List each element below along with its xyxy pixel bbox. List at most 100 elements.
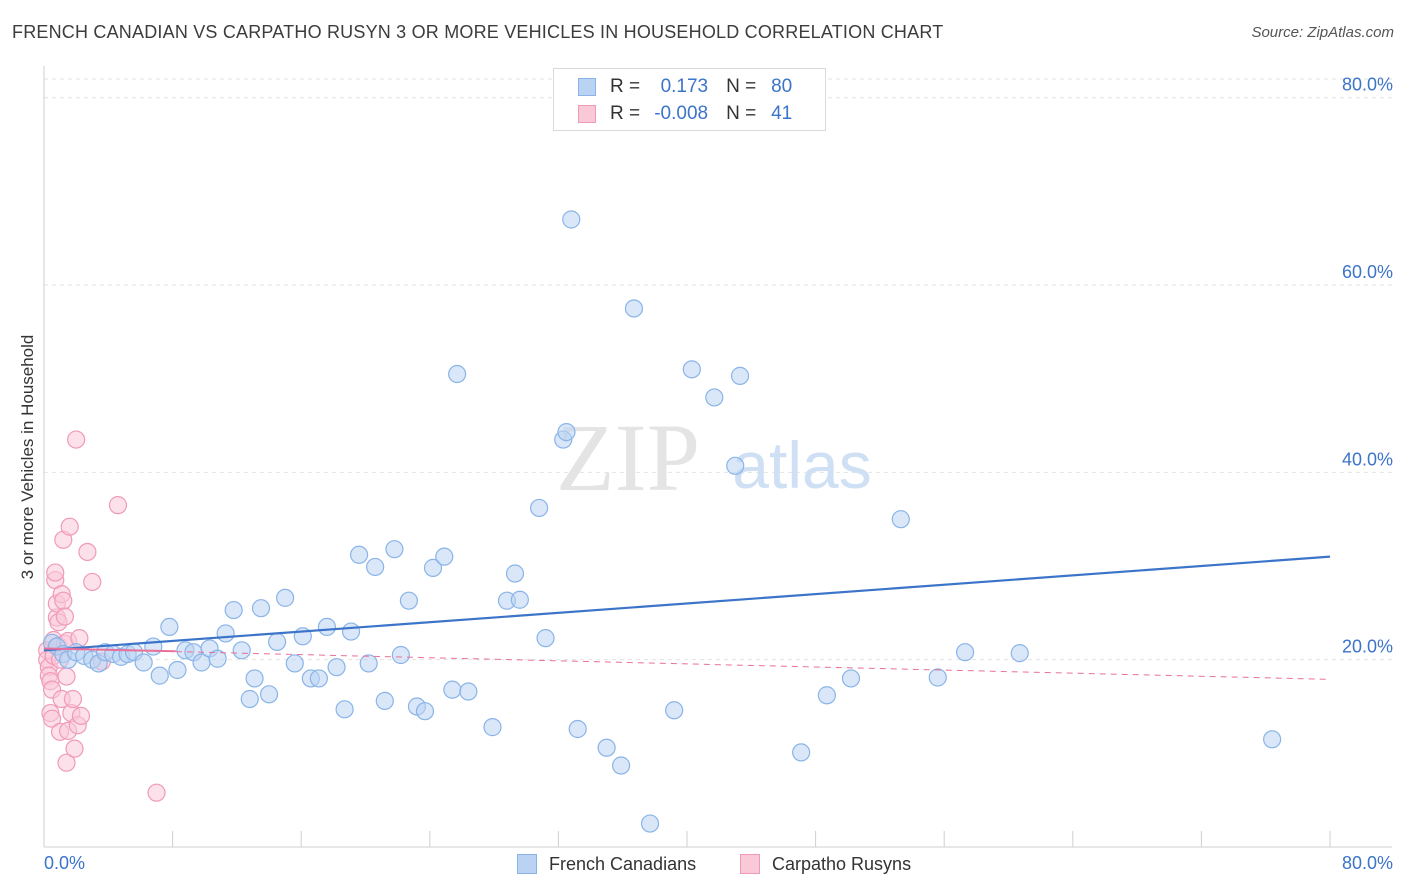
data-point-carpatho-rusyns bbox=[57, 667, 76, 686]
data-point-french-canadians bbox=[385, 540, 404, 559]
data-point-french-canadians bbox=[168, 660, 187, 680]
data-point-french-canadians bbox=[327, 658, 346, 677]
r-value: 0.173 bbox=[660, 76, 709, 97]
data-point-french-canadians bbox=[705, 388, 724, 407]
data-point-french-canadians bbox=[459, 682, 478, 701]
data-point-french-canadians bbox=[448, 364, 467, 384]
r-label: R = bbox=[610, 76, 641, 97]
data-point-french-canadians bbox=[144, 637, 163, 656]
data-point-french-canadians bbox=[415, 702, 435, 721]
data-point-french-canadians bbox=[928, 668, 947, 687]
data-point-french-canadians bbox=[341, 622, 361, 641]
data-point-french-canadians bbox=[240, 689, 259, 709]
data-point-french-canadians bbox=[317, 617, 337, 637]
data-point-french-canadians bbox=[891, 510, 910, 529]
r-value: -0.008 bbox=[654, 103, 709, 124]
data-point-french-canadians bbox=[682, 360, 701, 379]
data-point-french-canadians bbox=[160, 617, 179, 637]
data-point-french-canadians bbox=[375, 691, 394, 710]
correlation-legend: R = 0.173 N = 80 R = -0.008 N = 41 bbox=[553, 68, 826, 131]
data-point-french-canadians bbox=[285, 654, 304, 673]
data-point-french-canadians bbox=[349, 545, 369, 564]
legend-swatch-blue bbox=[517, 854, 537, 874]
y-tick-label: 80.0% bbox=[1342, 75, 1393, 95]
data-point-french-canadians bbox=[443, 680, 462, 699]
data-point-carpatho-rusyns bbox=[78, 542, 97, 562]
data-point-french-canadians bbox=[216, 624, 235, 643]
data-point-french-canadians bbox=[435, 547, 454, 566]
source-label: Source: ZipAtlas.com bbox=[1251, 24, 1394, 41]
data-point-french-canadians bbox=[1263, 730, 1282, 749]
data-point-carpatho-rusyns bbox=[83, 572, 102, 592]
data-point-french-canadians bbox=[505, 564, 525, 583]
legend-row-french-canadians: R = 0.173 N = 80 bbox=[578, 75, 792, 99]
data-point-french-canadians bbox=[208, 649, 227, 668]
data-point-french-canadians bbox=[726, 456, 745, 475]
watermark-atlas: atlas bbox=[732, 428, 871, 502]
n-label: N = bbox=[726, 76, 757, 97]
data-point-french-canadians bbox=[309, 669, 328, 688]
legend-item-french-canadians: French Canadians bbox=[517, 851, 696, 877]
data-point-carpatho-rusyns bbox=[65, 739, 84, 758]
legend-swatch-pink bbox=[578, 105, 596, 123]
data-point-french-canadians bbox=[955, 643, 975, 662]
trend-line-carpatho-rusyns-solid bbox=[43, 647, 176, 653]
data-point-french-canadians bbox=[611, 756, 631, 775]
y-tick-label: 20.0% bbox=[1342, 637, 1393, 657]
x-tick-label: 80.0% bbox=[1342, 853, 1393, 873]
data-point-french-canadians bbox=[562, 210, 581, 229]
trend-line-french-canadians bbox=[43, 555, 1331, 652]
chart-title: FRENCH CANADIAN VS CARPATHO RUSYN 3 OR M… bbox=[12, 22, 944, 42]
data-point-french-canadians bbox=[841, 669, 861, 688]
legend-label: Carpatho Rusyns bbox=[772, 853, 912, 874]
data-point-french-canadians bbox=[792, 743, 811, 762]
y-tick-label: 40.0% bbox=[1342, 449, 1393, 469]
tick-labels: 20.0% 40.0% 60.0% 80.0% 0.0% 80.0% bbox=[44, 75, 1393, 873]
data-point-french-canadians bbox=[817, 686, 836, 705]
gridlines bbox=[44, 78, 1392, 661]
data-point-french-canadians bbox=[423, 558, 443, 577]
data-point-french-canadians bbox=[232, 641, 251, 660]
legend-row-carpatho-rusyns: R = -0.008 N = 41 bbox=[578, 102, 792, 126]
data-point-carpatho-rusyns bbox=[71, 706, 91, 725]
data-point-carpatho-rusyns bbox=[42, 709, 62, 728]
data-point-french-canadians bbox=[259, 685, 279, 704]
data-point-french-canadians bbox=[640, 814, 660, 833]
data-point-french-canadians bbox=[150, 666, 169, 685]
data-point-french-canadians bbox=[335, 700, 354, 719]
data-point-french-canadians bbox=[366, 557, 385, 577]
data-point-french-canadians bbox=[134, 653, 153, 672]
data-point-french-canadians bbox=[391, 645, 410, 665]
data-point-french-canadians bbox=[1010, 644, 1029, 663]
data-point-french-canadians bbox=[557, 422, 576, 442]
data-point-carpatho-rusyns bbox=[67, 430, 86, 449]
data-point-french-canadians bbox=[267, 632, 287, 651]
data-point-carpatho-rusyns bbox=[60, 517, 79, 536]
legend-swatch-blue bbox=[578, 78, 596, 96]
legend-swatch-pink bbox=[740, 854, 760, 874]
trend-lines bbox=[43, 555, 1331, 680]
data-point-french-canadians bbox=[597, 738, 616, 757]
data-point-french-canadians bbox=[251, 599, 271, 618]
data-point-carpatho-rusyns bbox=[63, 689, 83, 709]
data-point-french-canadians bbox=[276, 588, 295, 607]
x-tick-label: 0.0% bbox=[44, 853, 85, 873]
r-label: R = bbox=[610, 103, 641, 124]
axes bbox=[43, 66, 1392, 848]
data-point-french-canadians bbox=[510, 590, 529, 609]
data-point-french-canadians bbox=[730, 366, 750, 385]
data-point-french-canadians bbox=[536, 629, 555, 648]
n-value: 41 bbox=[771, 103, 793, 124]
data-point-french-canadians bbox=[483, 718, 502, 737]
data-point-french-canadians bbox=[665, 701, 684, 720]
legend-item-carpatho-rusyns: Carpatho Rusyns bbox=[740, 851, 911, 877]
data-point-french-canadians bbox=[568, 719, 587, 739]
data-point-french-canadians bbox=[399, 591, 419, 610]
data-point-french-canadians bbox=[359, 654, 378, 673]
n-value: 80 bbox=[771, 76, 793, 97]
data-point-carpatho-rusyns bbox=[108, 496, 128, 515]
data-point-french-canadians bbox=[245, 669, 264, 688]
data-points bbox=[38, 210, 1282, 833]
n-label: N = bbox=[726, 103, 757, 124]
